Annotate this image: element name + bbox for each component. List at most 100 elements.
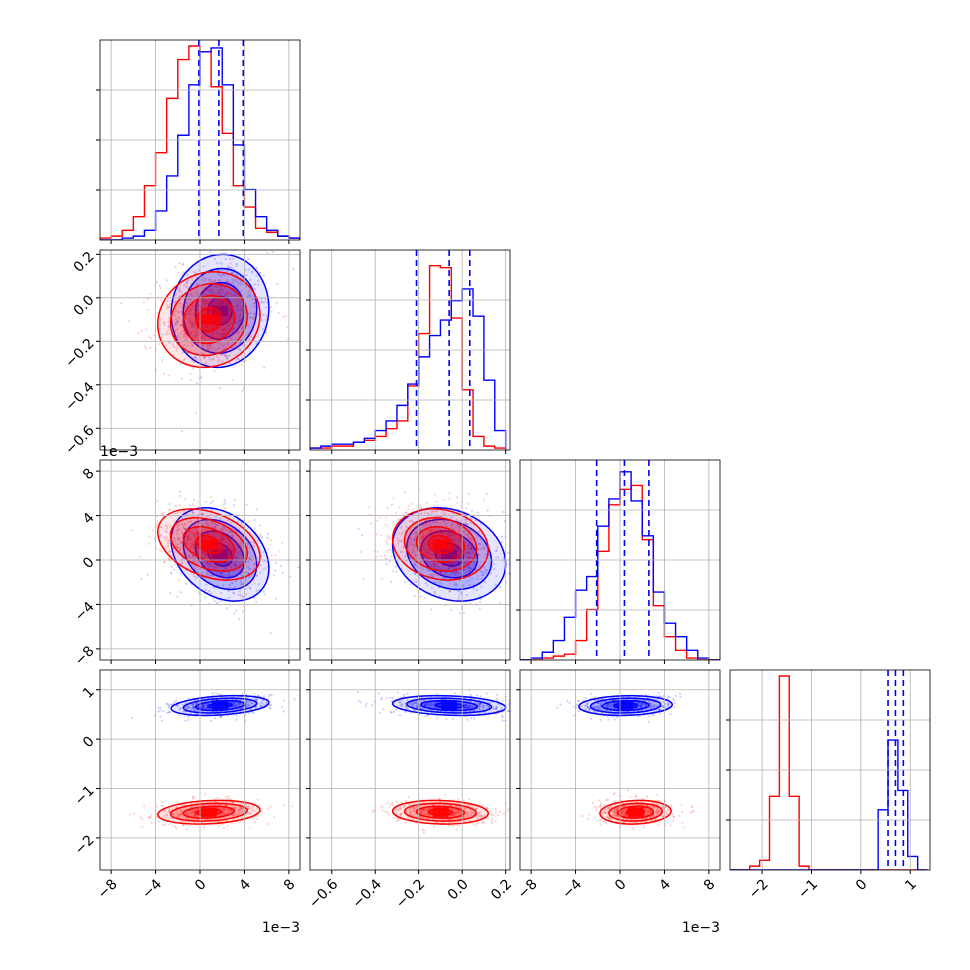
scatter-point: [218, 328, 221, 331]
scatter-point: [159, 534, 162, 537]
scatter-point: [169, 710, 172, 713]
scatter-point: [219, 288, 223, 292]
scatter-point: [159, 715, 162, 718]
scatter-point: [216, 313, 219, 316]
scatter-point: [479, 702, 482, 705]
scatter-point: [234, 312, 237, 315]
scatter-point: [486, 509, 489, 512]
scatter-point: [386, 549, 389, 552]
scatter-point: [225, 528, 228, 531]
scatter-point: [439, 522, 443, 525]
scatter-point: [234, 580, 237, 583]
scatter-point: [227, 281, 230, 284]
scatter-point: [234, 294, 238, 298]
scatter-point: [193, 271, 197, 275]
scatter-point: [220, 299, 223, 303]
scatter-point: [392, 497, 395, 500]
scatter-point: [165, 333, 168, 336]
scatter-point: [178, 287, 181, 290]
scatter-point: [219, 807, 222, 810]
scatter-point: [550, 520, 552, 522]
scatter-point: [181, 562, 184, 565]
scatter-point: [425, 560, 428, 563]
scatter-point: [438, 528, 441, 531]
scatter-point: [432, 564, 436, 568]
scatter-point: [390, 700, 394, 703]
scatter-point: [401, 550, 404, 554]
scatter-point: [463, 562, 466, 565]
scatter-point: [467, 502, 470, 506]
scatter-point: [221, 344, 225, 347]
scatter-point: [269, 707, 272, 710]
scatter-point: [484, 553, 488, 556]
scatter-point: [180, 548, 183, 551]
scatter-point: [184, 707, 187, 710]
scatter-point: [453, 533, 456, 536]
scatter-point: [223, 328, 226, 331]
scatter-point: [193, 557, 197, 560]
scatter-point: [227, 547, 230, 550]
scatter-point: [424, 703, 428, 706]
scatter-point: [183, 343, 186, 347]
scatter-point: [185, 816, 188, 819]
scatter-point: [222, 348, 225, 351]
scatter-point: [401, 699, 404, 702]
scatter-point: [217, 316, 220, 319]
scatter-point: [454, 544, 457, 547]
scatter-point: [219, 552, 222, 555]
scatter-point: [257, 583, 260, 586]
scatter-point: [206, 286, 209, 289]
scatter-point: [190, 293, 193, 296]
scatter-point: [208, 522, 211, 526]
scatter-point: [232, 534, 235, 537]
scatter-point: [177, 311, 180, 314]
scatter-point: [415, 580, 418, 583]
scatter-point: [177, 810, 180, 814]
scatter-point: [432, 564, 435, 567]
scatter-point: [464, 542, 467, 545]
scatter-point: [203, 301, 206, 304]
scatter-point: [211, 290, 215, 293]
scatter-point: [262, 301, 266, 304]
scatter-point: [233, 705, 236, 708]
scatter-point: [150, 821, 153, 824]
scatter-point: [218, 343, 221, 346]
scatter-point: [214, 336, 218, 339]
scatter-point: [464, 706, 467, 709]
scatter-point: [478, 607, 482, 611]
scatter-point: [476, 534, 479, 538]
scatter-point: [149, 346, 152, 350]
scatter-point: [466, 718, 469, 721]
scatter-point: [391, 696, 395, 700]
scatter-point: [178, 548, 181, 551]
scatter-point: [475, 555, 478, 559]
scatter-point: [222, 321, 225, 324]
scatter-point: [235, 559, 238, 563]
scatter-point: [196, 550, 200, 553]
scatter-point: [200, 290, 203, 294]
scatter-point: [181, 532, 184, 535]
scatter-point: [212, 332, 215, 335]
scatter-point: [193, 706, 196, 710]
scatter-point: [213, 351, 216, 354]
scatter-point: [233, 813, 236, 816]
scatter-point: [175, 699, 178, 702]
scatter-point: [216, 572, 219, 575]
scatter-point: [240, 816, 244, 819]
scatter-point: [192, 314, 196, 317]
scatter-point: [460, 592, 463, 595]
scatter-point: [239, 702, 242, 705]
scatter-point: [218, 316, 221, 320]
scatter-point: [227, 703, 230, 706]
scatter-point: [208, 708, 212, 711]
scatter-point: [469, 522, 472, 525]
scatter-point: [429, 704, 432, 707]
scatter-point: [220, 538, 223, 541]
scatter-point: [175, 349, 178, 352]
scatter-point: [226, 532, 229, 536]
scatter-point: [235, 359, 238, 362]
scatter-point: [458, 529, 461, 532]
scatter-point: [255, 698, 258, 701]
scatter-point: [264, 306, 267, 309]
scatter-point: [238, 561, 241, 565]
